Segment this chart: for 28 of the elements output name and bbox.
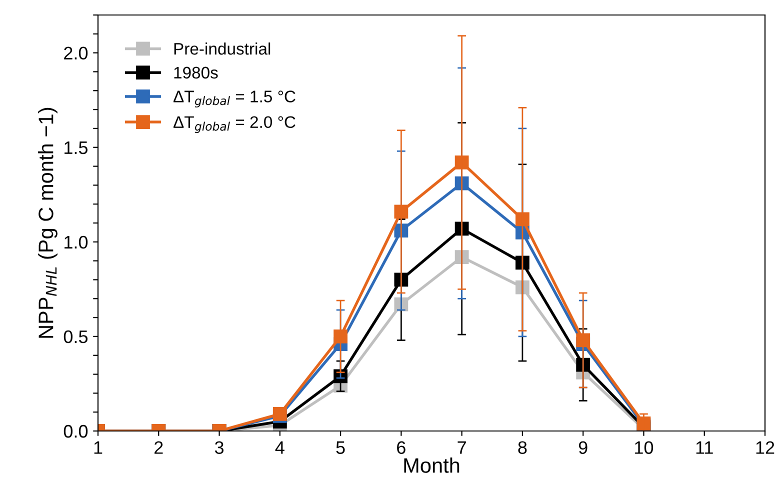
y-tick-label: 0.5 <box>64 330 88 344</box>
x-tick-label: 7 <box>458 441 466 454</box>
y-tick-label: 1.0 <box>64 236 88 249</box>
point <box>394 204 408 219</box>
legend-label: ΔT$_{global}$ = 1.5 °C <box>174 90 296 108</box>
x-tick-label: 2 <box>154 441 163 454</box>
point <box>334 330 348 344</box>
x-tick-label: 10 <box>635 441 654 454</box>
x-tick-label: 6 <box>397 441 406 454</box>
legend-label: 1980s <box>174 66 218 79</box>
y-tick-label: 1.5 <box>64 141 88 154</box>
x-tick-label: 3 <box>214 441 224 454</box>
legend-label: ΔT$_{global}$ = 2.0 °C <box>174 116 296 134</box>
point <box>454 156 469 170</box>
y-axis-title: NPP$_{NHL}$ (Pg C month −1) <box>38 108 58 338</box>
y-tick-label: 2.0 <box>64 46 88 60</box>
x-tick-label: 1 <box>94 441 102 454</box>
x-axis-title: Month <box>404 458 460 473</box>
point <box>516 212 530 226</box>
x-tick-label: 12 <box>756 441 774 454</box>
x-tick-label: 11 <box>696 441 713 454</box>
point <box>516 256 530 270</box>
x-tick-label: 9 <box>578 441 588 454</box>
x-tick-label: 5 <box>336 441 345 454</box>
x-tick-label: 8 <box>518 441 527 454</box>
y-tick-label: 0.0 <box>64 424 88 438</box>
legend-label: Pre-industrial <box>174 42 270 55</box>
x-tick-label: 4 <box>275 441 284 454</box>
